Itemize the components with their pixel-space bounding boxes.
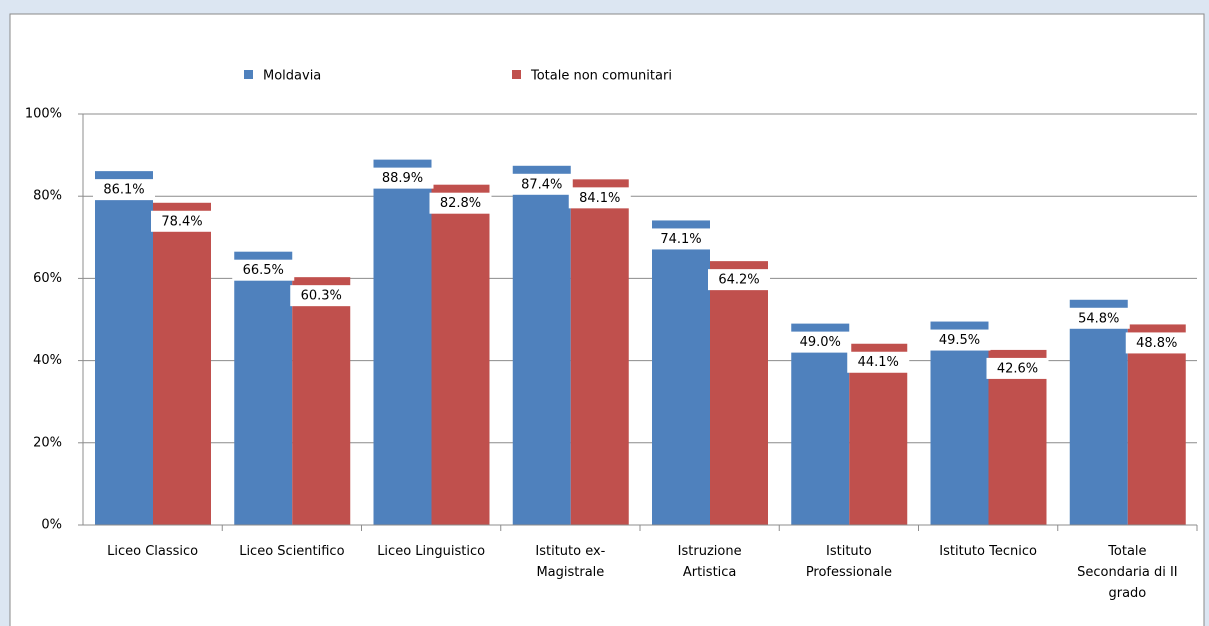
y-tick-label: 80% [33,189,62,204]
value-label: 54.8% [1078,311,1119,326]
value-label: 87.4% [521,177,562,192]
y-tick-label: 40% [33,353,62,368]
value-label-box [371,167,434,189]
bar [791,323,850,525]
bar [652,220,710,525]
value-label-box [986,357,1049,379]
legend-swatch [244,70,253,79]
value-label: 44.1% [858,355,899,370]
x-label-box: Istituto ex-Magistrale [535,544,606,580]
bar [512,165,571,525]
value-label: 82.8% [440,196,481,211]
value-label: 66.5% [243,263,284,278]
bar [1127,324,1186,525]
value-label: 88.9% [382,171,423,186]
y-tick-label: 0% [41,518,62,533]
value-label: 48.8% [1136,336,1177,351]
value-label-box [1125,332,1188,354]
bar [95,171,153,525]
bar [849,343,908,525]
bar [988,349,1047,525]
value-label: 78.4% [161,214,202,229]
y-tick-label: 100% [25,107,62,122]
value-label: 86.1% [103,183,144,198]
x-tick-label: Liceo Scientifico [239,544,345,559]
legend-swatch [512,70,521,79]
value-label: 84.1% [579,191,620,206]
value-label-box [429,192,492,214]
x-label-box: Istituto Tecnico [939,544,1037,559]
value-label: 49.5% [939,333,980,348]
bar [710,261,768,525]
x-label-box: Istituto Professionale [805,544,892,580]
value-label-box [510,173,573,195]
x-tick-label: Liceo Linguistico [377,544,486,559]
x-tick-label: Istituto Tecnico [939,544,1037,559]
x-label-box: Liceo Linguistico [377,544,486,559]
value-label: 74.1% [660,232,701,247]
value-label-box [708,269,770,291]
value-label: 60.3% [301,289,342,304]
bar [373,159,432,525]
value-label-box [290,285,353,307]
bar [234,251,293,525]
y-tick-label: 60% [33,271,62,286]
bar [570,179,629,525]
value-label: 64.2% [718,273,759,288]
x-tick-label: Liceo Classico [107,544,199,559]
legend-label: Totale non comunitari [530,69,672,84]
bar [431,184,490,525]
x-label-box: Istruzione Artistica [677,544,742,580]
x-tick-label: Istituto ex-Magistrale [535,544,606,580]
bar [1069,299,1128,525]
value-label-box [93,179,155,201]
value-label-box [789,331,852,353]
value-label-box [568,187,631,209]
bar [292,277,351,525]
x-tick-label: Istruzione Artistica [677,544,742,580]
value-label: 42.6% [997,361,1038,376]
value-label-box [1067,307,1130,329]
value-label: 49.0% [800,335,841,350]
x-label-box: Liceo Classico [107,544,199,559]
x-tick-label: Totale Secondaria di II grado [1077,544,1178,601]
value-label-box [928,329,991,351]
bar [930,321,989,525]
x-tick-label: Istituto Professionale [805,544,892,580]
x-label-box: Totale Secondaria di II grado [1077,544,1178,601]
legend-label: Moldavia [263,69,321,84]
value-label-box [232,259,295,281]
value-label-box [847,351,910,373]
value-label-box [650,228,712,250]
y-tick-label: 20% [33,435,62,450]
value-label-box [151,210,213,232]
bar [153,202,211,525]
x-label-box: Liceo Scientifico [239,544,345,559]
